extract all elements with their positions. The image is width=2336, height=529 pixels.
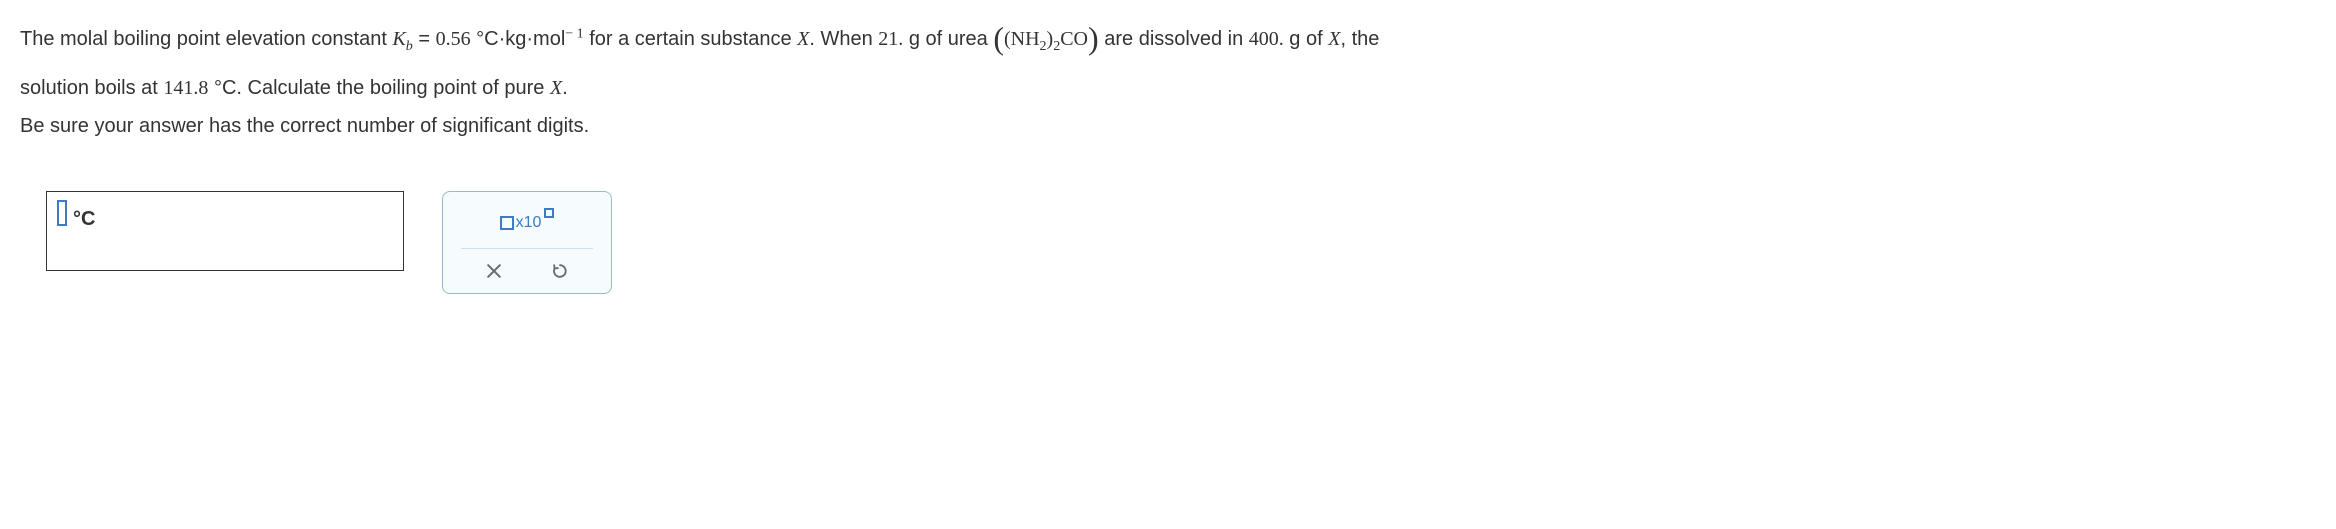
x10-label: x10 xyxy=(516,208,542,238)
input-cursor xyxy=(57,200,67,226)
answer-area: °C x10 xyxy=(46,191,2316,294)
undo-icon xyxy=(550,261,570,281)
kb-exponent: − 1 xyxy=(565,27,583,42)
x-symbol: X xyxy=(797,28,809,50)
formula-open-paren: ( xyxy=(993,20,1004,56)
formula-close-paren: ) xyxy=(1088,20,1099,56)
problem-text: The molal boiling point elevation consta… xyxy=(20,8,2316,145)
clear-button[interactable] xyxy=(480,257,508,285)
text-fragment: . xyxy=(562,77,568,99)
text-fragment: , the xyxy=(1340,28,1379,50)
exponent-box-icon xyxy=(544,208,554,218)
text-fragment: g of xyxy=(1284,28,1328,50)
problem-line-3: Be sure your answer has the correct numb… xyxy=(20,107,2316,145)
inner-open-paren: ( xyxy=(1004,28,1011,50)
text-fragment: for a certain substance xyxy=(584,28,797,50)
text-fragment: The molal boiling point elevation consta… xyxy=(20,28,392,50)
nh-subscript: 2 xyxy=(1040,39,1047,54)
tool-panel: x10 xyxy=(442,191,612,294)
unit-label: °C xyxy=(73,200,95,238)
x-symbol: X xyxy=(550,77,562,99)
answer-input[interactable]: °C xyxy=(46,191,404,271)
kb-subscript: b xyxy=(406,39,413,54)
urea-mass: 21. xyxy=(878,28,903,50)
text-fragment: °C. Calculate the boiling point of pure xyxy=(208,77,550,99)
reset-button[interactable] xyxy=(546,257,574,285)
kb-symbol: K xyxy=(392,28,405,50)
text-fragment: g of urea xyxy=(903,28,993,50)
kb-value: 0.56 xyxy=(436,28,471,50)
x-icon xyxy=(484,261,504,281)
kb-units: °C·kg·mol xyxy=(471,28,566,50)
text-fragment: . When xyxy=(809,28,878,50)
mantissa-box-icon xyxy=(500,216,514,230)
text-fragment: are dissolved in xyxy=(1099,28,1249,50)
text-fragment: solution boils at xyxy=(20,77,163,99)
problem-line-1: The molal boiling point elevation consta… xyxy=(20,8,2316,69)
problem-line-2: solution boils at 141.8 °C. Calculate th… xyxy=(20,69,2316,107)
nh-text: NH xyxy=(1011,28,1040,50)
x-symbol: X xyxy=(1328,28,1340,50)
sci-notation-button[interactable]: x10 xyxy=(461,202,593,248)
solvent-mass: 400. xyxy=(1249,28,1284,50)
co-text: CO xyxy=(1060,28,1088,50)
boiling-point: 141.8 xyxy=(163,77,208,99)
equals: = xyxy=(413,28,436,50)
